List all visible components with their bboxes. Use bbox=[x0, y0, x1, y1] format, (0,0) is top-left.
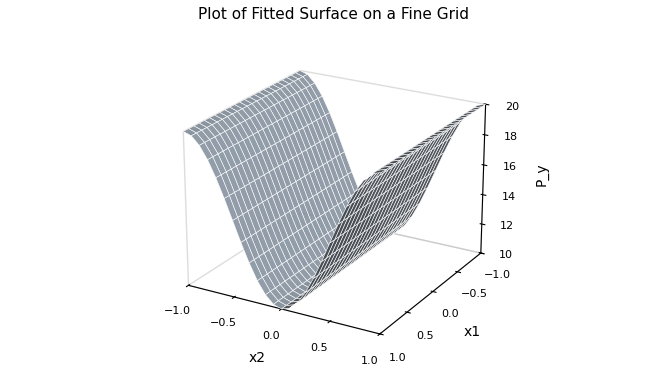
Y-axis label: x1: x1 bbox=[464, 325, 481, 339]
X-axis label: x2: x2 bbox=[249, 351, 266, 365]
Title: Plot of Fitted Surface on a Fine Grid: Plot of Fitted Surface on a Fine Grid bbox=[198, 7, 468, 22]
